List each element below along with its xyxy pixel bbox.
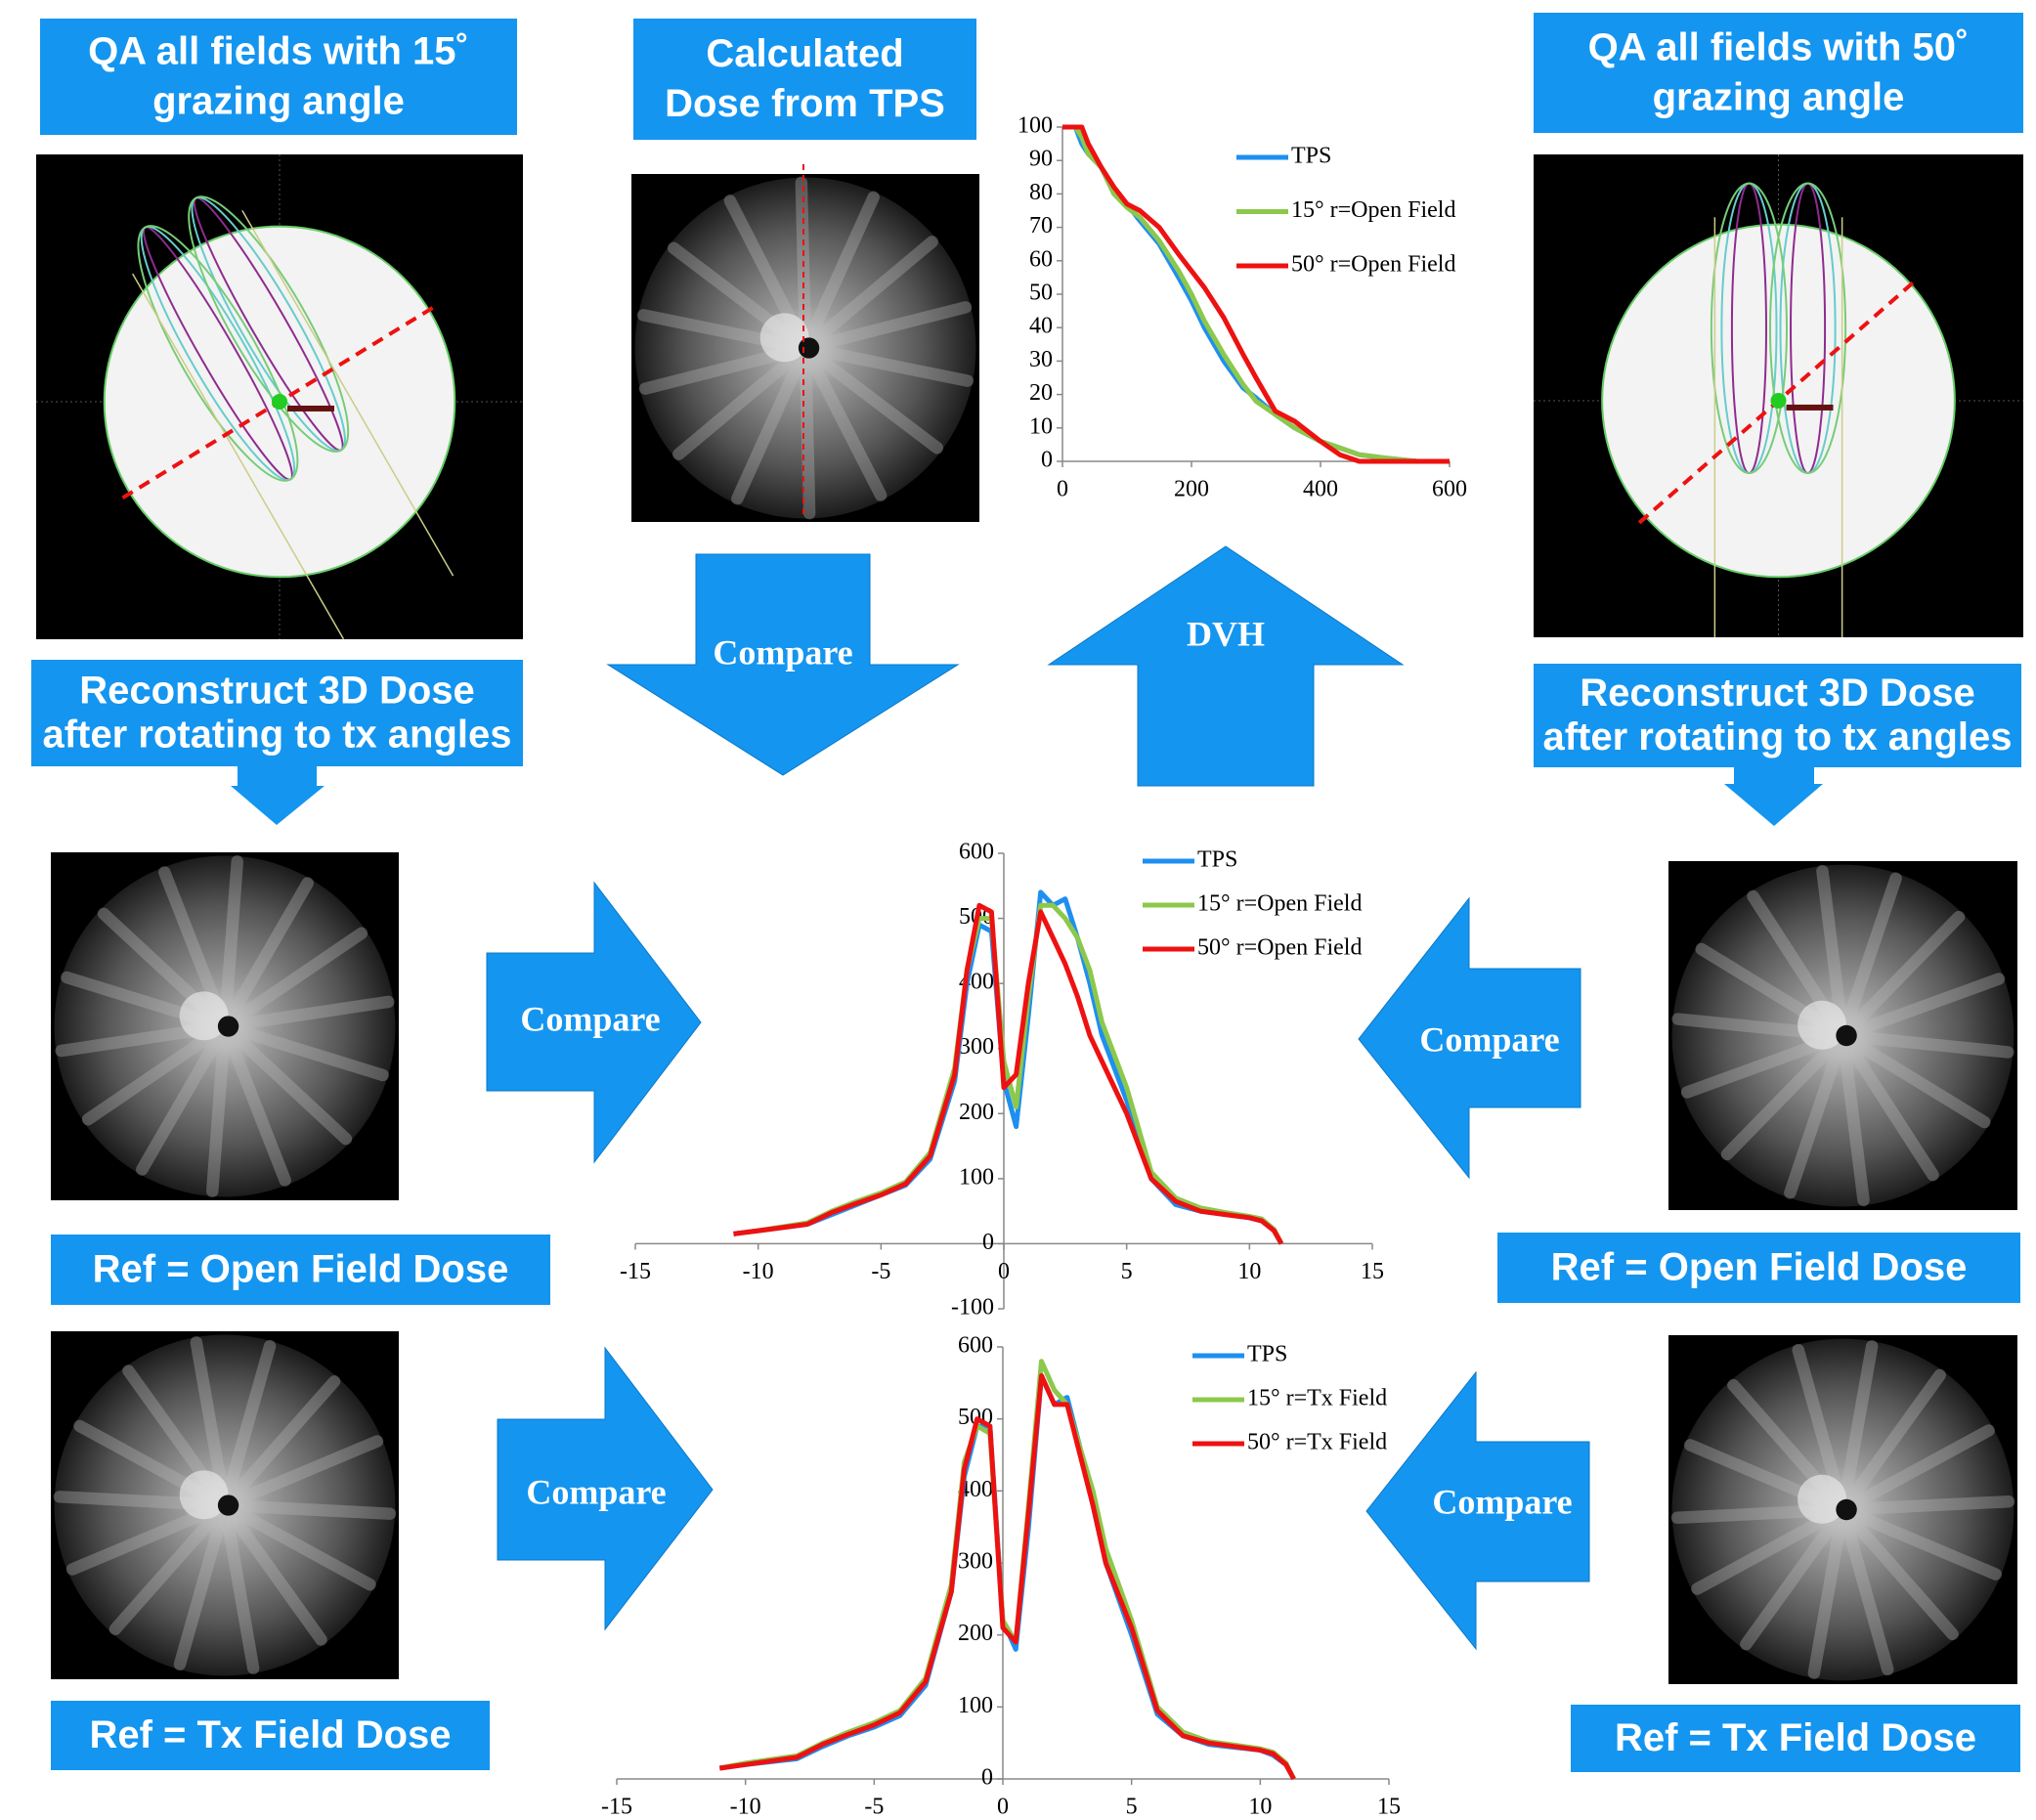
x-tick-label: 0 [998, 1259, 1010, 1284]
y-tick-label: 100 [959, 1164, 994, 1190]
x-tick-label: -5 [864, 1795, 884, 1820]
arrow-label: DVH [1187, 614, 1265, 653]
series-line [719, 1376, 1293, 1780]
legend-label: 15° r=Tx Field [1247, 1386, 1387, 1411]
x-tick-label: -10 [743, 1259, 774, 1284]
dose-image [1668, 1335, 2017, 1684]
x-tick-label: 15 [1377, 1795, 1401, 1820]
arrow-label: Compare [1432, 1482, 1572, 1521]
x-tick-label: -15 [620, 1259, 651, 1284]
y-tick-label: 20 [1029, 380, 1053, 406]
arrow-label: Compare [520, 999, 660, 1038]
series-line [1062, 127, 1450, 461]
legend-label: TPS [1291, 144, 1331, 169]
x-tick-label: -5 [871, 1259, 890, 1284]
box-label: Ref = Open Field Dose [1551, 1246, 1968, 1289]
y-tick-label: 50 [1029, 281, 1053, 306]
y-tick-label: 200 [958, 1621, 993, 1646]
arrow-label: Compare [1419, 1019, 1559, 1059]
box-label: Dose from TPS [665, 82, 945, 125]
box-label: after rotating to tx angles [1542, 715, 2012, 758]
box-label: Ref = Tx Field Dose [1615, 1716, 1976, 1759]
arrow-label: Compare [526, 1472, 666, 1511]
box-label: Reconstruct 3D Dose [1580, 672, 1975, 715]
page: { "boxes": [ {"lines": ["QA all fields w… [0, 0, 2036, 1820]
y-tick-label: 0 [982, 1230, 994, 1255]
y-tick-label: 90 [1029, 147, 1053, 172]
dose-hole [1836, 1025, 1856, 1046]
iso-center [1771, 393, 1787, 409]
box-label: Ref = Open Field Dose [93, 1248, 509, 1291]
qa-image [1534, 154, 2023, 637]
dose-hole [1836, 1499, 1856, 1520]
x-tick-label: 200 [1174, 477, 1209, 502]
y-tick-label: 10 [1029, 413, 1053, 439]
box-label: QA all fields with 15˚ [88, 30, 469, 73]
y-tick-label: 100 [958, 1693, 993, 1718]
dose-hole [218, 1495, 238, 1515]
box-label: grazing angle [1653, 76, 1905, 119]
y-tick-label: 300 [959, 1034, 994, 1060]
x-tick-label: 600 [1432, 477, 1467, 502]
series-line [1062, 127, 1450, 461]
x-tick-label: 5 [1126, 1795, 1138, 1820]
box-label: Ref = Tx Field Dose [89, 1713, 451, 1756]
box-label: QA all fields with 50˚ [1588, 26, 1970, 69]
series-line [719, 1362, 1293, 1779]
x-tick-label: 10 [1237, 1259, 1261, 1284]
dose-image [51, 1331, 399, 1679]
arrow [1049, 546, 1403, 786]
box-label: Calculated [706, 32, 903, 75]
qa-image [36, 154, 523, 641]
dose-hole [799, 337, 819, 358]
y-tick-label: 40 [1029, 314, 1053, 339]
y-tick-label: 70 [1029, 213, 1053, 238]
legend-label: 15° r=Open Field [1291, 197, 1455, 223]
legend-label: 50° r=Open Field [1197, 935, 1362, 961]
ruler [1787, 405, 1834, 411]
x-tick-label: 15 [1361, 1259, 1384, 1284]
x-tick-label: 400 [1303, 477, 1338, 502]
series-line [1062, 127, 1450, 461]
dose-image [51, 852, 399, 1200]
iso-center [272, 394, 287, 410]
x-tick-label: 0 [1057, 477, 1068, 502]
y-tick-label: 80 [1029, 180, 1053, 205]
y-tick-label: 200 [959, 1100, 994, 1125]
x-tick-label: 5 [1121, 1259, 1133, 1284]
dose-spoke [805, 348, 809, 513]
dose-spoke [1843, 1501, 2009, 1509]
small-arrow [1724, 764, 1823, 826]
dose-spoke [225, 1505, 390, 1514]
ruler [287, 406, 334, 412]
y-tick-label: 600 [958, 1333, 993, 1359]
y-tick-label: 60 [1029, 246, 1053, 272]
x-tick-label: 0 [997, 1795, 1009, 1820]
series-line [719, 1376, 1293, 1780]
legend-label: 15° r=Open Field [1197, 891, 1362, 917]
box-label: after rotating to tx angles [42, 714, 511, 757]
box-label: grazing angle [152, 80, 405, 123]
y-tick-label: 30 [1029, 347, 1053, 372]
y-tick-label: -100 [951, 1295, 994, 1321]
legend-label: TPS [1247, 1342, 1287, 1367]
y-tick-label: 300 [958, 1549, 993, 1575]
box-label: Reconstruct 3D Dose [79, 670, 475, 713]
arrow-label: Compare [713, 632, 852, 672]
y-tick-label: 600 [959, 840, 994, 865]
legend-label: TPS [1197, 847, 1237, 873]
y-tick-label: 0 [981, 1765, 993, 1791]
dose-hole [218, 1016, 238, 1036]
x-tick-label: -15 [601, 1795, 632, 1820]
x-tick-label: 10 [1248, 1795, 1272, 1820]
legend-label: 50° r=Open Field [1291, 252, 1455, 278]
x-tick-label: -10 [730, 1795, 761, 1820]
figure: QA all fields with 15˚ grazing angle Calcu… [0, 0, 2036, 1820]
small-arrow [231, 766, 325, 825]
dose-image [1668, 861, 2017, 1210]
y-tick-label: 0 [1041, 448, 1053, 473]
legend-label: 50° r=Tx Field [1247, 1430, 1387, 1455]
y-tick-label: 100 [1018, 113, 1053, 139]
dose-image [631, 174, 979, 522]
